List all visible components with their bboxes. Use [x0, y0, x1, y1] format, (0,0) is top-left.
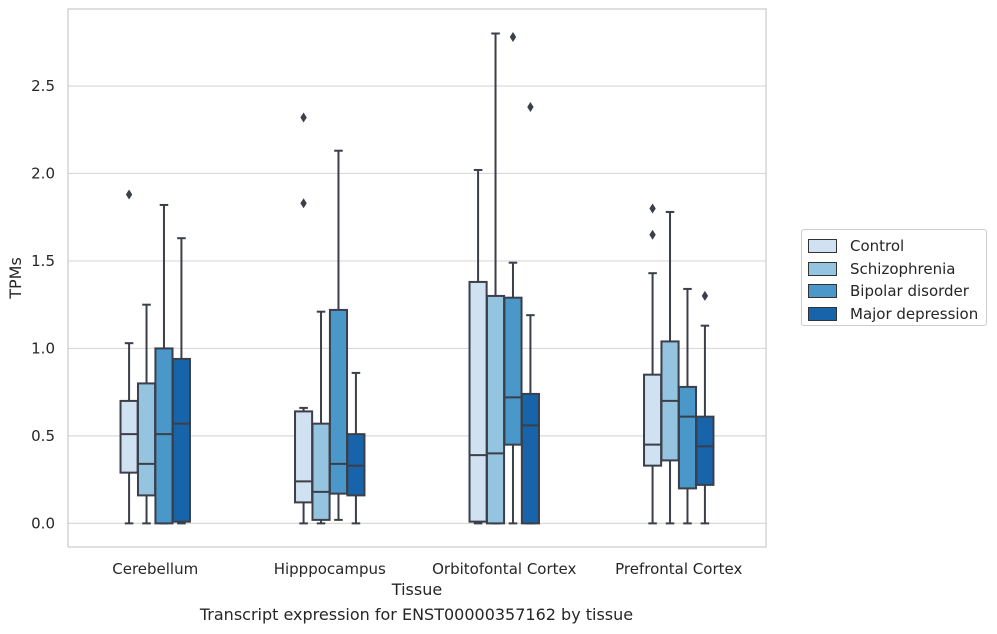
x-tick-label: Hipppocampus — [274, 560, 386, 578]
plot-frame — [67, 8, 767, 548]
box-bipolar-disorder — [154, 203, 174, 525]
outlier-point — [125, 189, 133, 200]
box-schizophrenia — [311, 310, 331, 525]
box-body — [643, 373, 663, 467]
box-body — [328, 308, 349, 495]
x-axis-label: Tissue — [391, 580, 442, 599]
legend-label: Bipolar disorder — [850, 282, 969, 301]
box-bipolar-disorder — [328, 149, 349, 521]
legend-label: Major depression — [850, 305, 979, 324]
box-body — [171, 357, 191, 523]
box-major-depression — [171, 237, 191, 525]
outlier-point — [509, 31, 517, 42]
legend-item: Bipolar disorder — [808, 280, 986, 303]
box-schizophrenia — [485, 32, 506, 525]
chart-caption: Transcript expression for ENST0000035716… — [199, 605, 634, 624]
box-body — [294, 410, 314, 504]
box-body — [677, 385, 698, 490]
box-control — [294, 112, 314, 525]
box-control — [468, 168, 488, 525]
boxes — [119, 31, 715, 525]
legend-swatch — [808, 239, 837, 254]
outlier-point — [649, 203, 656, 214]
box-body — [503, 296, 523, 446]
outlier-point — [649, 229, 656, 240]
outlier-point — [300, 198, 307, 209]
box-body — [154, 347, 174, 525]
box-schizophrenia — [660, 210, 680, 525]
box-bipolar-disorder — [677, 287, 698, 525]
box-body — [468, 280, 488, 523]
y-tick-label: 0.5 — [31, 427, 55, 445]
x-tick-label: Cerebellum — [112, 560, 198, 578]
y-axis-label: TPMs — [6, 257, 25, 300]
box-bipolar-disorder — [503, 31, 523, 525]
box-control — [119, 189, 139, 525]
y-tick-label: 2.0 — [31, 164, 55, 182]
legend-item: Schizophrenia — [808, 258, 986, 281]
box-schizophrenia — [136, 303, 157, 525]
box-body — [119, 399, 139, 474]
legend-swatch — [808, 261, 837, 276]
x-tick-label: Prefrontal Cortex — [615, 560, 742, 578]
y-tick-label: 1.0 — [31, 339, 55, 357]
legend: Control Schizophrenia Bipolar disorder Majo… — [801, 229, 987, 326]
box-major-depression — [695, 290, 715, 525]
outlier-point — [300, 112, 307, 123]
outlier-point — [701, 290, 709, 301]
y-axis-ticks: 0.0 0.5 1.0 1.5 2.0 2.5 — [31, 77, 55, 532]
x-axis-ticks: Cerebellum Hipppocampus Orbitofontal Corte… — [112, 560, 742, 578]
legend-label: Schizophrenia — [850, 259, 956, 278]
legend-item: Major depression — [808, 303, 986, 326]
box-control — [643, 203, 663, 525]
box-major-depression — [520, 101, 540, 525]
y-tick-label: 2.5 — [31, 77, 55, 95]
y-tick-label: 1.5 — [31, 252, 55, 270]
legend-swatch — [808, 307, 837, 322]
box-body — [695, 415, 715, 486]
box-body — [485, 294, 506, 525]
box-body — [136, 382, 157, 497]
box-body — [520, 392, 540, 525]
x-tick-label: Orbitofontal Cortex — [432, 560, 576, 578]
y-tick-label: 0.0 — [31, 514, 55, 532]
box-major-depression — [346, 371, 366, 525]
legend-item: Control — [808, 235, 986, 258]
legend-label: Control — [850, 237, 905, 256]
box-body — [311, 422, 331, 521]
outlier-point — [527, 101, 534, 112]
legend-swatch — [808, 284, 837, 299]
